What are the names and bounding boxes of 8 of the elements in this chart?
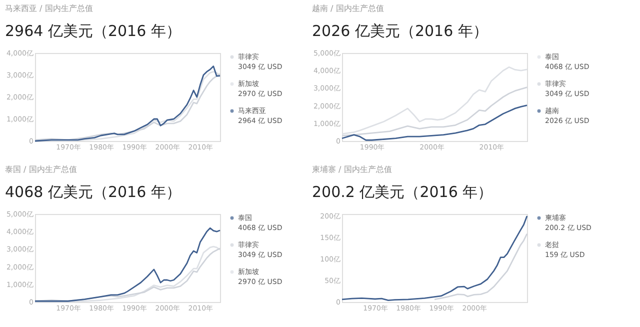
chart-title: 2964 亿美元（2016 年）: [5, 22, 181, 40]
chart-title: 2026 亿美元（2016 年）: [312, 22, 488, 40]
chart-title: 4068 亿美元（2016 年）: [5, 183, 181, 201]
chart-subtitle: 马来西亚 / 国内生产总值: [5, 4, 93, 13]
chart-subtitle: 泰国 / 国内生产总值: [5, 165, 77, 174]
chart-subtitle: 越南 / 国内生产总值: [312, 4, 384, 13]
chart-title: 200.2 亿美元（2016 年）: [312, 183, 493, 201]
chart-subtitle: 柬埔寨 / 国内生产总值: [312, 165, 392, 174]
